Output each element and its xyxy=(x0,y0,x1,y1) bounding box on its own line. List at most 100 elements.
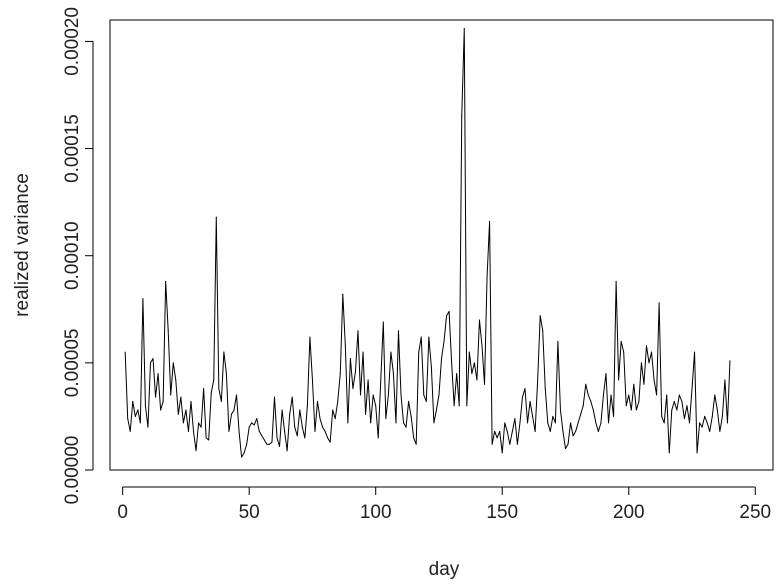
data-point xyxy=(339,373,341,375)
data-point xyxy=(236,394,238,396)
data-point xyxy=(395,422,397,424)
data-point xyxy=(281,409,283,411)
data-point xyxy=(187,430,189,432)
x-tick-label: 50 xyxy=(239,502,260,523)
data-point xyxy=(494,430,496,432)
data-point xyxy=(218,388,220,390)
data-point xyxy=(628,394,630,396)
data-point xyxy=(521,396,523,398)
x-tick-label: 0 xyxy=(117,502,128,523)
data-point xyxy=(314,430,316,432)
data-point xyxy=(711,415,713,417)
data-point xyxy=(167,330,169,332)
data-point xyxy=(190,400,192,402)
data-point xyxy=(375,405,377,407)
data-point xyxy=(547,422,549,424)
data-point xyxy=(291,396,293,398)
data-point xyxy=(296,435,298,437)
data-point xyxy=(608,422,610,424)
data-point xyxy=(238,430,240,432)
y-tick-label: 0.00005 xyxy=(62,329,83,398)
data-point xyxy=(332,409,334,411)
data-point xyxy=(230,413,232,415)
data-point xyxy=(673,400,675,402)
data-point xyxy=(387,394,389,396)
data-point xyxy=(537,379,539,381)
data-point xyxy=(349,358,351,360)
data-point xyxy=(504,422,506,424)
y-tick-label: 0.00010 xyxy=(62,221,83,290)
data-point xyxy=(489,220,491,222)
data-point xyxy=(149,362,151,364)
data-point xyxy=(623,351,625,353)
data-point xyxy=(633,383,635,385)
data-point xyxy=(228,430,230,432)
data-point xyxy=(193,430,195,432)
data-point xyxy=(256,418,258,420)
data-point xyxy=(390,351,392,353)
data-point xyxy=(466,405,468,407)
plot-frame xyxy=(109,19,774,471)
data-point xyxy=(709,430,711,432)
data-point xyxy=(268,443,270,445)
data-point xyxy=(441,358,442,360)
data-point xyxy=(170,394,172,396)
data-point xyxy=(430,366,432,368)
data-point xyxy=(643,383,645,385)
data-point xyxy=(137,409,139,411)
data-point xyxy=(635,409,637,411)
data-point xyxy=(511,430,513,432)
data-point xyxy=(139,422,141,424)
data-point xyxy=(610,394,612,396)
data-point xyxy=(458,405,460,407)
data-point xyxy=(425,400,427,402)
data-point xyxy=(403,422,405,424)
data-point xyxy=(539,315,541,317)
y-tick-label: 0.00015 xyxy=(62,114,83,183)
data-point xyxy=(365,413,367,415)
data-point xyxy=(301,426,303,428)
data-point xyxy=(463,28,465,30)
data-point xyxy=(334,418,336,420)
data-point xyxy=(461,115,463,117)
x-tick-label: 150 xyxy=(486,502,518,523)
data-point xyxy=(306,405,308,407)
data-point xyxy=(443,340,445,342)
data-point xyxy=(478,319,480,321)
data-point xyxy=(615,280,617,282)
data-point xyxy=(233,409,235,411)
data-point xyxy=(706,422,708,424)
data-point xyxy=(195,450,197,452)
data-point xyxy=(557,340,559,342)
data-point xyxy=(210,392,212,394)
data-point xyxy=(200,426,202,428)
data-point xyxy=(640,362,642,364)
data-point xyxy=(694,351,696,353)
data-point xyxy=(471,373,473,375)
data-point xyxy=(362,351,364,353)
data-point xyxy=(597,430,599,432)
data-point xyxy=(668,452,670,454)
data-point xyxy=(246,443,248,445)
data-point xyxy=(651,351,653,353)
data-point xyxy=(448,310,450,312)
data-point xyxy=(284,430,286,432)
data-point xyxy=(317,400,318,402)
data-point xyxy=(468,351,470,353)
series-line xyxy=(124,28,731,458)
data-point xyxy=(385,418,387,420)
data-point xyxy=(220,400,222,402)
data-point xyxy=(580,413,582,415)
y-tick-label: 0.00020 xyxy=(62,7,83,76)
data-point xyxy=(347,422,349,424)
data-point xyxy=(446,315,448,317)
data-point xyxy=(721,415,723,417)
data-point xyxy=(319,418,321,420)
data-point xyxy=(620,340,622,342)
data-point xyxy=(544,388,546,390)
data-point xyxy=(392,373,394,375)
data-point xyxy=(397,330,399,332)
data-point xyxy=(423,394,425,396)
data-point xyxy=(380,379,382,381)
data-point xyxy=(438,394,440,396)
